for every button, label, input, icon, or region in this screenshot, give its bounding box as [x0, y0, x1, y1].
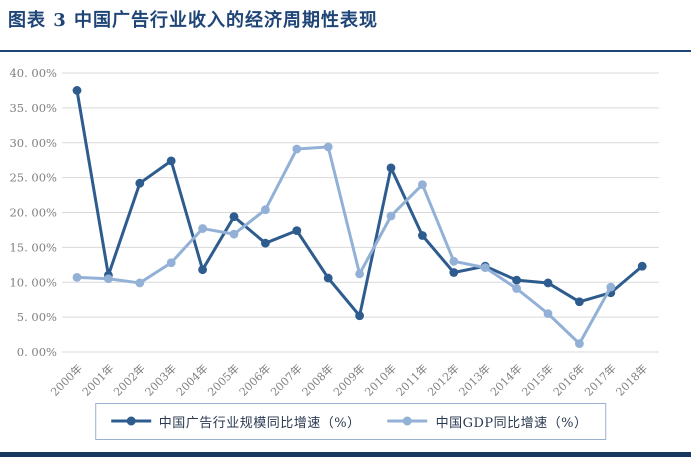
legend-marker-ad-industry-icon [110, 412, 152, 431]
series-point-0 [229, 212, 239, 222]
series-point-0 [449, 268, 459, 277]
x-axis-tick-label: 2009年 [330, 361, 367, 398]
x-axis-tick-label: 2001年 [79, 361, 116, 398]
y-axis-tick-label: 15. 00% [9, 240, 57, 254]
x-axis-tick-label: 2003年 [142, 361, 179, 398]
series-point-0 [386, 163, 396, 173]
y-axis-tick-label: 40. 00% [9, 66, 57, 80]
series-point-0 [292, 226, 302, 236]
series-point-1 [512, 284, 521, 293]
legend-label-gdp: 中国GDP同比增速（%） [435, 416, 588, 431]
legend-label-ad-industry: 中国广告行业规模同比增速（%） [158, 416, 361, 431]
series-point-1 [72, 272, 82, 282]
x-axis-tick-label: 2002年 [110, 361, 147, 398]
series-point-1 [355, 269, 364, 279]
series-point-1 [198, 224, 208, 233]
series-point-0 [637, 261, 647, 271]
series-point-0 [418, 231, 427, 240]
figure-title: 图表 3 中国广告行业收入的经济周期性表现 [8, 10, 379, 31]
x-axis-tick-label: 2008年 [299, 361, 336, 398]
x-axis-tick-label: 2007年 [267, 361, 304, 398]
y-axis-tick-label: 10. 00% [9, 275, 57, 289]
series-point-1 [449, 256, 459, 266]
y-axis-tick-label: 0. 00% [17, 345, 57, 359]
series-point-1 [386, 211, 396, 221]
series-point-1 [575, 339, 584, 349]
chart-legend: 中国广告行业规模同比增速（%） 中国GDP同比增速（%） [94, 403, 607, 440]
x-axis-tick-label: 2015年 [519, 361, 556, 398]
bottom-divider [0, 452, 691, 457]
y-axis-tick-label: 5. 00% [17, 310, 57, 324]
series-point-0 [135, 178, 145, 188]
series-point-1 [480, 263, 490, 273]
y-axis-tick-label: 30. 00% [9, 136, 57, 150]
y-axis-tick-label: 20. 00% [9, 206, 57, 220]
series-point-1 [606, 282, 616, 292]
legend-marker-gdp-icon [387, 412, 429, 431]
x-axis-tick-label: 2005年 [205, 361, 242, 398]
x-axis-tick-label: 2017年 [581, 361, 618, 398]
x-axis-tick-label: 2006年 [236, 361, 273, 398]
x-axis-tick-label: 2004年 [173, 361, 210, 398]
series-point-1 [323, 142, 333, 152]
x-axis-tick-label: 2011年 [393, 361, 430, 398]
series-point-0 [323, 273, 333, 283]
x-axis-tick-label: 2010年 [362, 361, 399, 398]
series-point-0 [355, 311, 364, 321]
legend-item-ad-industry: 中国广告行业规模同比增速（%） [110, 412, 361, 431]
series-point-0 [261, 238, 270, 248]
series-point-0 [543, 278, 553, 288]
series-point-1 [166, 258, 176, 268]
y-axis-tick-label: 25. 00% [9, 171, 57, 185]
series-point-1 [543, 309, 553, 319]
x-axis-tick-label: 2016年 [550, 361, 587, 398]
series-point-1 [292, 144, 302, 154]
x-axis-tick-label: 2018年 [613, 361, 650, 398]
x-axis-tick-label: 2012年 [424, 361, 461, 398]
series-point-1 [261, 205, 270, 215]
series-point-0 [166, 156, 176, 166]
series-point-0 [198, 265, 208, 275]
series-point-1 [104, 274, 113, 284]
title-divider [0, 50, 691, 52]
x-axis-tick-label: 2014年 [487, 361, 524, 398]
series-point-0 [575, 297, 584, 307]
y-axis-tick-label: 35. 00% [9, 101, 57, 115]
x-axis-tick-label: 2000年 [48, 361, 85, 398]
legend-item-gdp: 中国GDP同比增速（%） [387, 412, 588, 431]
x-axis-tick-label: 2013年 [456, 361, 493, 398]
series-point-1 [418, 180, 427, 190]
series-point-0 [512, 275, 521, 285]
series-line-1 [75, 145, 613, 346]
series-point-1 [229, 229, 239, 239]
series-point-1 [135, 278, 145, 288]
series-point-0 [72, 86, 82, 95]
